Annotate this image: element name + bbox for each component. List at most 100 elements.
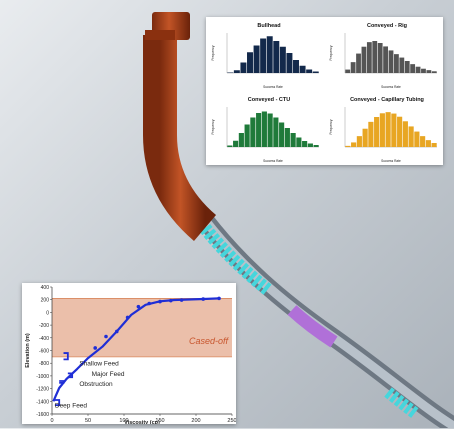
histogram-bar <box>383 46 388 73</box>
histogram-bar <box>420 136 426 147</box>
x-tick-label: 250 <box>227 418 236 424</box>
x-tick-label: 0 <box>50 418 53 424</box>
histogram-xlabel: Success Rate <box>381 85 401 89</box>
histogram-bar <box>361 46 367 73</box>
histogram-xlabel: Success Rate <box>381 159 401 163</box>
histogram-bar <box>388 50 394 73</box>
histogram-bar <box>350 62 356 73</box>
histogram-bar <box>266 36 273 73</box>
histogram-bar <box>394 54 399 73</box>
histogram-bar <box>351 142 357 147</box>
feed-annotation: Shallow Feed <box>79 361 119 368</box>
histogram-title: Conveyed - CTU <box>248 97 291 103</box>
histogram-ylabel: Frequency <box>211 119 215 134</box>
y-tick-label: -200 <box>39 323 49 329</box>
histogram-bar <box>256 113 262 147</box>
histogram-bar <box>312 71 319 73</box>
histogram-bar <box>233 140 239 147</box>
histogram-bar <box>414 131 420 147</box>
histogram-bar <box>372 41 378 73</box>
histogram-bar <box>233 70 240 73</box>
histogram-bar <box>425 140 431 147</box>
histogram-bar <box>227 72 234 73</box>
histogram-bar <box>313 145 319 147</box>
histogram-bar <box>399 57 405 73</box>
histogram-bar <box>238 133 244 147</box>
histogram-bar <box>260 38 267 73</box>
histogram-title: Conveyed - Rig <box>367 23 407 29</box>
histogram-bar <box>402 121 408 147</box>
purple-zone <box>287 305 338 348</box>
histogram-bar <box>267 113 273 147</box>
feed-bracket <box>67 372 74 379</box>
histogram-bar <box>366 42 372 73</box>
histogram-bar <box>307 143 313 147</box>
data-point <box>158 299 162 304</box>
histogram-bar <box>273 117 279 147</box>
y-tick-label: 0 <box>46 310 49 316</box>
histogram-bar <box>261 111 267 147</box>
histogram-bar <box>379 113 385 147</box>
histogram-bar <box>408 126 414 147</box>
y-tick-label: -600 <box>39 349 49 355</box>
y-tick-label: -1600 <box>36 412 49 418</box>
y-axis-label: Elevation (m) <box>25 333 31 368</box>
histogram-bar <box>410 64 416 73</box>
x-axis-label: Viscosity (cp) <box>124 420 160 424</box>
data-point <box>104 334 108 339</box>
histogram-bar <box>279 122 285 147</box>
histogram-title: Conveyed - Capillary Tubing <box>350 97 424 103</box>
histogram-1: Bullhead Frequency Success Rate <box>211 23 319 89</box>
y-tick-label: -1400 <box>36 399 49 405</box>
histogram-ylabel: Frequency <box>211 45 215 60</box>
histogram-bar <box>290 133 296 147</box>
histogram-bar <box>284 128 290 147</box>
histogram-bar <box>247 52 253 73</box>
cased-off-label: Cased-off <box>189 336 230 346</box>
histogram-bar <box>431 143 437 147</box>
histogram-bar <box>286 53 293 73</box>
feed-annotation: Deep Feed <box>55 403 88 410</box>
histogram-bar <box>244 124 250 147</box>
feed-bracket <box>63 352 69 361</box>
feed-annotation: Major Feed <box>92 371 125 378</box>
histogram-4: Conveyed - Capillary Tubing Frequency Succ… <box>329 97 437 163</box>
y-tick-label: -1000 <box>36 374 49 380</box>
wellhead-neck <box>145 30 175 40</box>
histogram-bar <box>404 61 410 73</box>
histogram-ylabel: Frequency <box>329 119 333 134</box>
viscosity-profile-panel: Cased-off 400 200 0 -200 -400 -600 -800 -1000 -12… <box>22 283 237 426</box>
histogram-bar <box>227 145 233 147</box>
histogram-bar <box>345 69 351 73</box>
histogram-bar <box>253 45 260 73</box>
histogram-bar <box>345 145 351 147</box>
histogram-bar <box>431 71 437 73</box>
y-tick-label: -400 <box>39 336 49 342</box>
x-tick-label: 200 <box>191 418 200 424</box>
x-tick-label: 150 <box>155 418 164 424</box>
feed-annotation: Obstruction <box>79 381 113 388</box>
y-tick-label: 400 <box>41 285 50 291</box>
histogram-bar <box>391 113 397 147</box>
histogram-bar <box>368 121 374 147</box>
histogram-bar <box>385 112 391 147</box>
histogram-3: Conveyed - CTU Frequency Success Rate <box>211 97 319 163</box>
histogram-bar <box>415 66 421 73</box>
histogram-bar <box>426 70 432 73</box>
y-tick-label: -1200 <box>36 387 49 393</box>
data-point <box>93 346 97 350</box>
histogram-bar <box>421 68 426 73</box>
histogram-xlabel: Success Rate <box>263 85 283 89</box>
casing-pipe <box>143 35 217 241</box>
data-point <box>147 301 151 306</box>
histogram-bar <box>273 41 280 73</box>
x-tick-label: 100 <box>119 418 128 424</box>
histogram-panel: Bullhead Frequency Success Rate Conveyed - … <box>206 17 443 165</box>
histogram-bar <box>374 117 380 147</box>
data-point <box>217 296 221 301</box>
data-point <box>201 297 205 301</box>
histogram-bar <box>356 136 362 147</box>
histogram-bar <box>293 60 299 73</box>
